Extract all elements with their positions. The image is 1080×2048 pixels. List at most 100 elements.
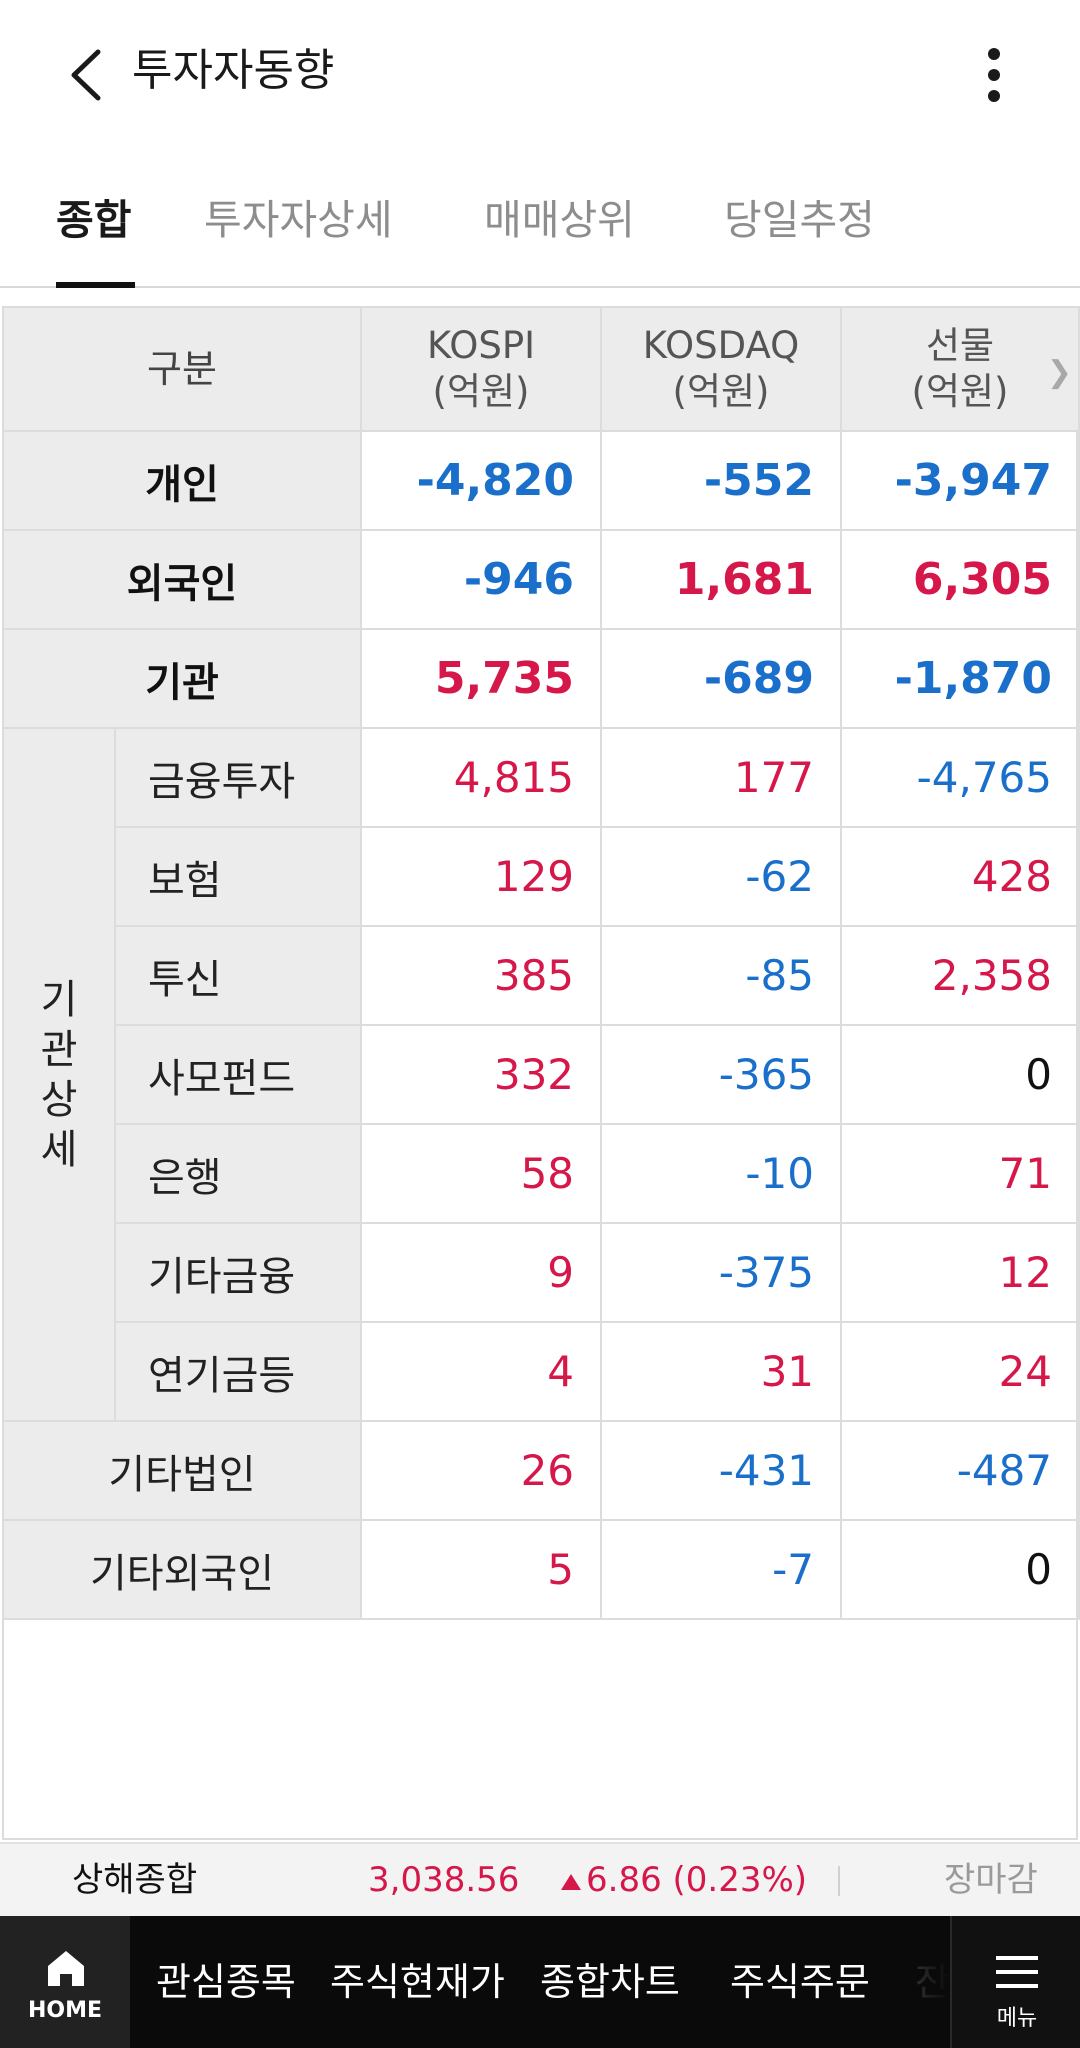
row-label: 기타외국인: [1, 1519, 363, 1620]
value-cell: 9: [360, 1222, 603, 1323]
value-cell: 428: [840, 826, 1080, 927]
nav-stock-price[interactable]: 주식현재가: [330, 1960, 505, 2004]
value-cell: -487: [840, 1420, 1080, 1521]
menu-button[interactable]: 메뉴: [950, 1916, 1080, 2048]
value-cell: -7: [600, 1519, 843, 1620]
row-label: 연기금등: [113, 1321, 363, 1422]
futures-label: 선물: [925, 324, 995, 367]
nav-watchlist[interactable]: 관심종목: [156, 1960, 296, 2004]
table-row: 사모펀드 332 -365 0: [3, 1024, 1080, 1125]
column-header-kospi: KOSPI (억원): [360, 306, 603, 432]
bottom-navigation: HOME 관심종목 주식현재가 종합차트 주식주문 잔 메뉴: [0, 1916, 1080, 2048]
value-cell: 12: [840, 1222, 1080, 1323]
value-cell: 129: [360, 826, 603, 927]
table-row: 보험 129 -62 428: [3, 826, 1080, 927]
value-cell: -552: [600, 430, 843, 531]
ticker-price: 3,038.56: [368, 1860, 520, 1900]
table-row: 기 관 상 세 금융투자 4,815 177 -4,765: [2, 727, 1080, 1422]
value-cell: -946: [360, 529, 603, 630]
tab-trade-ranking[interactable]: 매매상위: [484, 196, 635, 244]
tab-summary[interactable]: 종합: [56, 196, 132, 244]
value-cell: 31: [600, 1321, 843, 1422]
ticker-market-status: 장마감: [944, 1860, 1038, 1900]
chevron-left-icon: [71, 49, 101, 101]
column-header-category: 구분: [1, 306, 363, 432]
kospi-label: KOSPI: [426, 324, 536, 367]
table-row: 개인 -4,820 -552 -3,947: [1, 430, 1080, 531]
value-cell: -365: [600, 1024, 843, 1125]
row-label: 기타법인: [1, 1420, 363, 1521]
kosdaq-label: KOSDAQ: [642, 324, 800, 367]
value-cell: -689: [600, 628, 843, 729]
nav-fade-overlay: [895, 1916, 950, 2048]
home-label: HOME: [27, 1998, 103, 2023]
page-title: 투자자동향: [132, 45, 335, 96]
value-cell: -1,870: [840, 628, 1080, 729]
value-cell: -375: [600, 1222, 843, 1323]
value-cell: -431: [600, 1420, 843, 1521]
kosdaq-unit: (억원): [672, 370, 770, 413]
investor-trend-table: 구분 KOSPI (억원) KOSDAQ (억원) 선물 (억원) ❯ 개인 -4…: [1, 306, 1080, 1840]
value-cell: 4: [360, 1321, 603, 1422]
value-cell: -10: [600, 1123, 843, 1224]
hamburger-menu-icon: [996, 1956, 1038, 1988]
market-ticker[interactable]: 상해종합 3,038.56 6.86 (0.23%) 장마감: [0, 1842, 1080, 1916]
group-label-char: 상: [40, 1076, 78, 1123]
app-header: 투자자동향: [0, 0, 1080, 145]
tab-today-estimate[interactable]: 당일추정: [724, 196, 875, 244]
row-label: 투신: [113, 925, 363, 1026]
column-header-kosdaq: KOSDAQ (억원): [600, 306, 843, 432]
menu-label: 메뉴: [996, 2006, 1038, 2031]
value-cell: -85: [600, 925, 843, 1026]
table-row: 투신 385 -85 2,358: [3, 925, 1080, 1026]
ticker-divider: [838, 1866, 840, 1896]
row-label: 은행: [113, 1123, 363, 1224]
triangle-up-icon: [561, 1873, 581, 1890]
value-cell: 1,681: [600, 529, 843, 630]
futures-unit: (억원): [911, 370, 1009, 413]
chevron-right-icon[interactable]: ❯: [1046, 355, 1073, 390]
value-cell: 4,815: [360, 727, 603, 828]
group-label-char: 관: [40, 1026, 78, 1073]
row-label: 금융투자: [113, 727, 363, 828]
value-cell: -62: [600, 826, 843, 927]
row-label: 개인: [1, 430, 363, 531]
more-vertical-icon: [988, 48, 1000, 102]
table-row: 연기금등 4 31 24: [3, 1321, 1080, 1422]
home-icon: [48, 1951, 84, 1986]
row-label: 보험: [113, 826, 363, 927]
value-cell: 5: [360, 1519, 603, 1620]
value-cell: -4,820: [360, 430, 603, 531]
table-row: 기타금융 9 -375 12: [3, 1222, 1080, 1323]
value-cell: 177: [600, 727, 843, 828]
table-row: 은행 58 -10 71: [3, 1123, 1080, 1224]
table-header-row: 구분 KOSPI (억원) KOSDAQ (억원) 선물 (억원) ❯: [1, 306, 1080, 432]
ticker-change: 6.86 (0.23%): [560, 1854, 807, 1906]
row-label: 기관: [1, 628, 363, 729]
value-cell: 6,305: [840, 529, 1080, 630]
active-tab-indicator: [56, 282, 135, 288]
group-label-char: 세: [40, 1126, 78, 1173]
value-cell: 26: [360, 1420, 603, 1521]
table-row: 기타법인 26 -431 -487: [1, 1420, 1080, 1521]
nav-stock-order[interactable]: 주식주문: [730, 1960, 870, 2004]
value-cell: 385: [360, 925, 603, 1026]
value-cell: 24: [840, 1321, 1080, 1422]
value-cell: 0: [840, 1519, 1080, 1620]
group-label-char: 기: [40, 976, 78, 1023]
table-row: 외국인 -946 1,681 6,305: [1, 529, 1080, 630]
value-cell: -4,765: [840, 727, 1080, 828]
tab-investor-detail[interactable]: 투자자상세: [204, 196, 393, 244]
table-row: 기관 5,735 -689 -1,870: [1, 628, 1080, 729]
more-options-button[interactable]: [968, 40, 1024, 110]
value-cell: 332: [360, 1024, 603, 1125]
value-cell: 2,358: [840, 925, 1080, 1026]
value-cell: 5,735: [360, 628, 603, 729]
row-label: 사모펀드: [113, 1024, 363, 1125]
row-label: 기타금융: [113, 1222, 363, 1323]
value-cell: 58: [360, 1123, 603, 1224]
nav-chart[interactable]: 종합차트: [540, 1960, 680, 2004]
home-button[interactable]: HOME: [0, 1916, 130, 2048]
back-button[interactable]: [60, 40, 120, 110]
